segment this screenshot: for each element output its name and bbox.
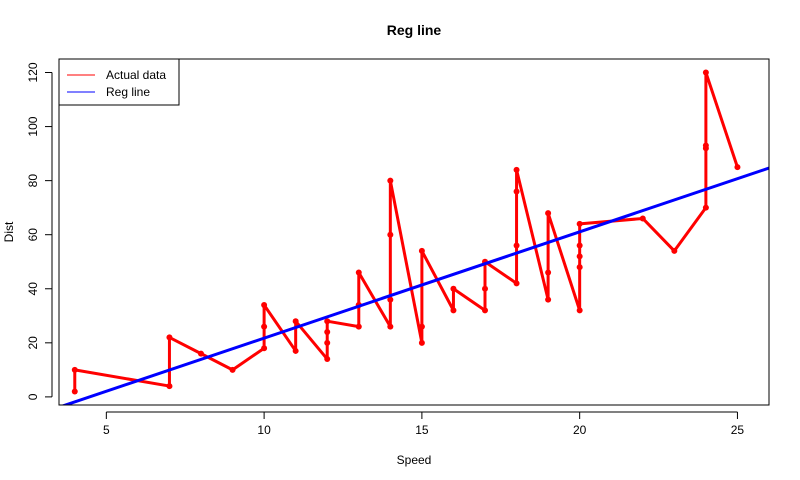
data-point bbox=[387, 323, 394, 330]
y-axis-label: Dist bbox=[2, 221, 16, 242]
data-point bbox=[576, 307, 583, 314]
data-point bbox=[513, 166, 520, 173]
x-tick-label: 5 bbox=[103, 423, 110, 437]
data-point bbox=[418, 247, 425, 254]
data-point bbox=[198, 350, 204, 357]
y-tick-label: 60 bbox=[26, 228, 40, 242]
plot-area bbox=[60, 69, 769, 405]
data-point bbox=[71, 366, 78, 373]
data-point bbox=[261, 345, 268, 352]
x-tick-label: 10 bbox=[257, 423, 271, 437]
data-point bbox=[261, 301, 268, 308]
data-point bbox=[482, 285, 488, 292]
data-point bbox=[576, 253, 583, 260]
data-point bbox=[482, 307, 488, 314]
data-point bbox=[702, 142, 709, 149]
data-point bbox=[545, 269, 552, 276]
data-point bbox=[513, 188, 520, 195]
data-point bbox=[576, 220, 583, 227]
y-tick-label: 0 bbox=[26, 393, 40, 400]
data-point bbox=[292, 347, 299, 354]
data-point bbox=[261, 323, 268, 330]
data-point bbox=[576, 242, 583, 249]
data-point bbox=[355, 323, 362, 330]
regression-line bbox=[60, 166, 769, 405]
data-point bbox=[387, 177, 394, 184]
data-point bbox=[734, 164, 741, 171]
data-point bbox=[545, 296, 552, 303]
y-tick-label: 40 bbox=[26, 282, 40, 296]
data-point bbox=[702, 204, 709, 211]
chart-title: Reg line bbox=[387, 22, 442, 38]
x-tick-label: 25 bbox=[731, 423, 745, 437]
y-tick-label: 80 bbox=[26, 174, 40, 188]
x-tick-label: 20 bbox=[573, 423, 587, 437]
data-point bbox=[639, 215, 646, 222]
data-point bbox=[387, 296, 394, 303]
legend-label-reg-line: Reg line bbox=[106, 85, 150, 99]
data-point bbox=[387, 231, 394, 238]
data-point bbox=[702, 69, 709, 76]
data-point bbox=[324, 339, 331, 346]
data-point bbox=[324, 329, 331, 336]
data-point bbox=[450, 285, 457, 292]
data-point bbox=[166, 334, 173, 341]
legend-box bbox=[58, 58, 180, 106]
y-axis: 0 20 40 60 80 100 120 bbox=[26, 62, 53, 400]
data-point bbox=[71, 388, 78, 395]
data-point bbox=[166, 383, 173, 390]
legend: Actual data Reg line bbox=[58, 58, 180, 106]
plot-frame bbox=[58, 58, 770, 406]
x-axis-label: Speed bbox=[397, 453, 432, 467]
data-point bbox=[513, 280, 520, 287]
x-axis: 5 10 15 20 25 bbox=[103, 411, 745, 437]
data-point bbox=[450, 307, 457, 314]
data-point bbox=[513, 242, 520, 249]
data-point bbox=[576, 264, 583, 271]
data-point bbox=[545, 210, 552, 217]
y-tick-label: 120 bbox=[26, 62, 40, 82]
data-point bbox=[671, 247, 678, 254]
data-point bbox=[324, 318, 331, 325]
data-point bbox=[324, 356, 331, 363]
data-point bbox=[292, 318, 299, 325]
data-point bbox=[355, 269, 362, 276]
data-point bbox=[418, 339, 425, 346]
x-tick-label: 15 bbox=[415, 423, 429, 437]
series-line-actual-data bbox=[73, 71, 739, 392]
legend-label-actual-data: Actual data bbox=[106, 68, 166, 82]
y-tick-label: 20 bbox=[26, 336, 40, 350]
data-point bbox=[418, 323, 425, 330]
y-tick-label: 100 bbox=[26, 116, 40, 136]
data-point bbox=[229, 366, 236, 373]
